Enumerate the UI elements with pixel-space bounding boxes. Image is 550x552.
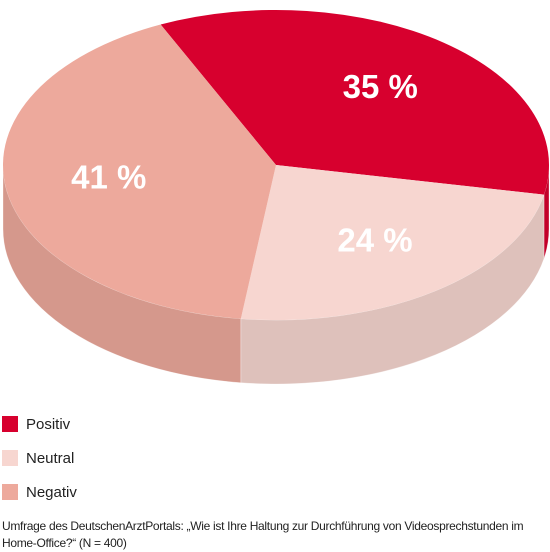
pie-slice xyxy=(160,10,549,195)
legend-label: Positiv xyxy=(26,416,71,433)
legend-swatch xyxy=(2,484,18,500)
pie-slice xyxy=(240,165,544,321)
data-label: 24 % xyxy=(337,222,412,259)
legend-swatch xyxy=(2,450,18,466)
legend-label: Negativ xyxy=(26,484,77,501)
legend-label: Neutral xyxy=(26,450,74,467)
chart: 35 % 24 % 41 % Positiv Neutral Negativ xyxy=(2,10,550,501)
data-label: 35 % xyxy=(343,68,418,105)
source-note: Umfrage des DeutschenArztPortals: „Wie i… xyxy=(2,519,524,550)
legend-swatch xyxy=(2,416,18,432)
pie-slice xyxy=(2,24,276,319)
data-label: 41 % xyxy=(71,158,146,195)
